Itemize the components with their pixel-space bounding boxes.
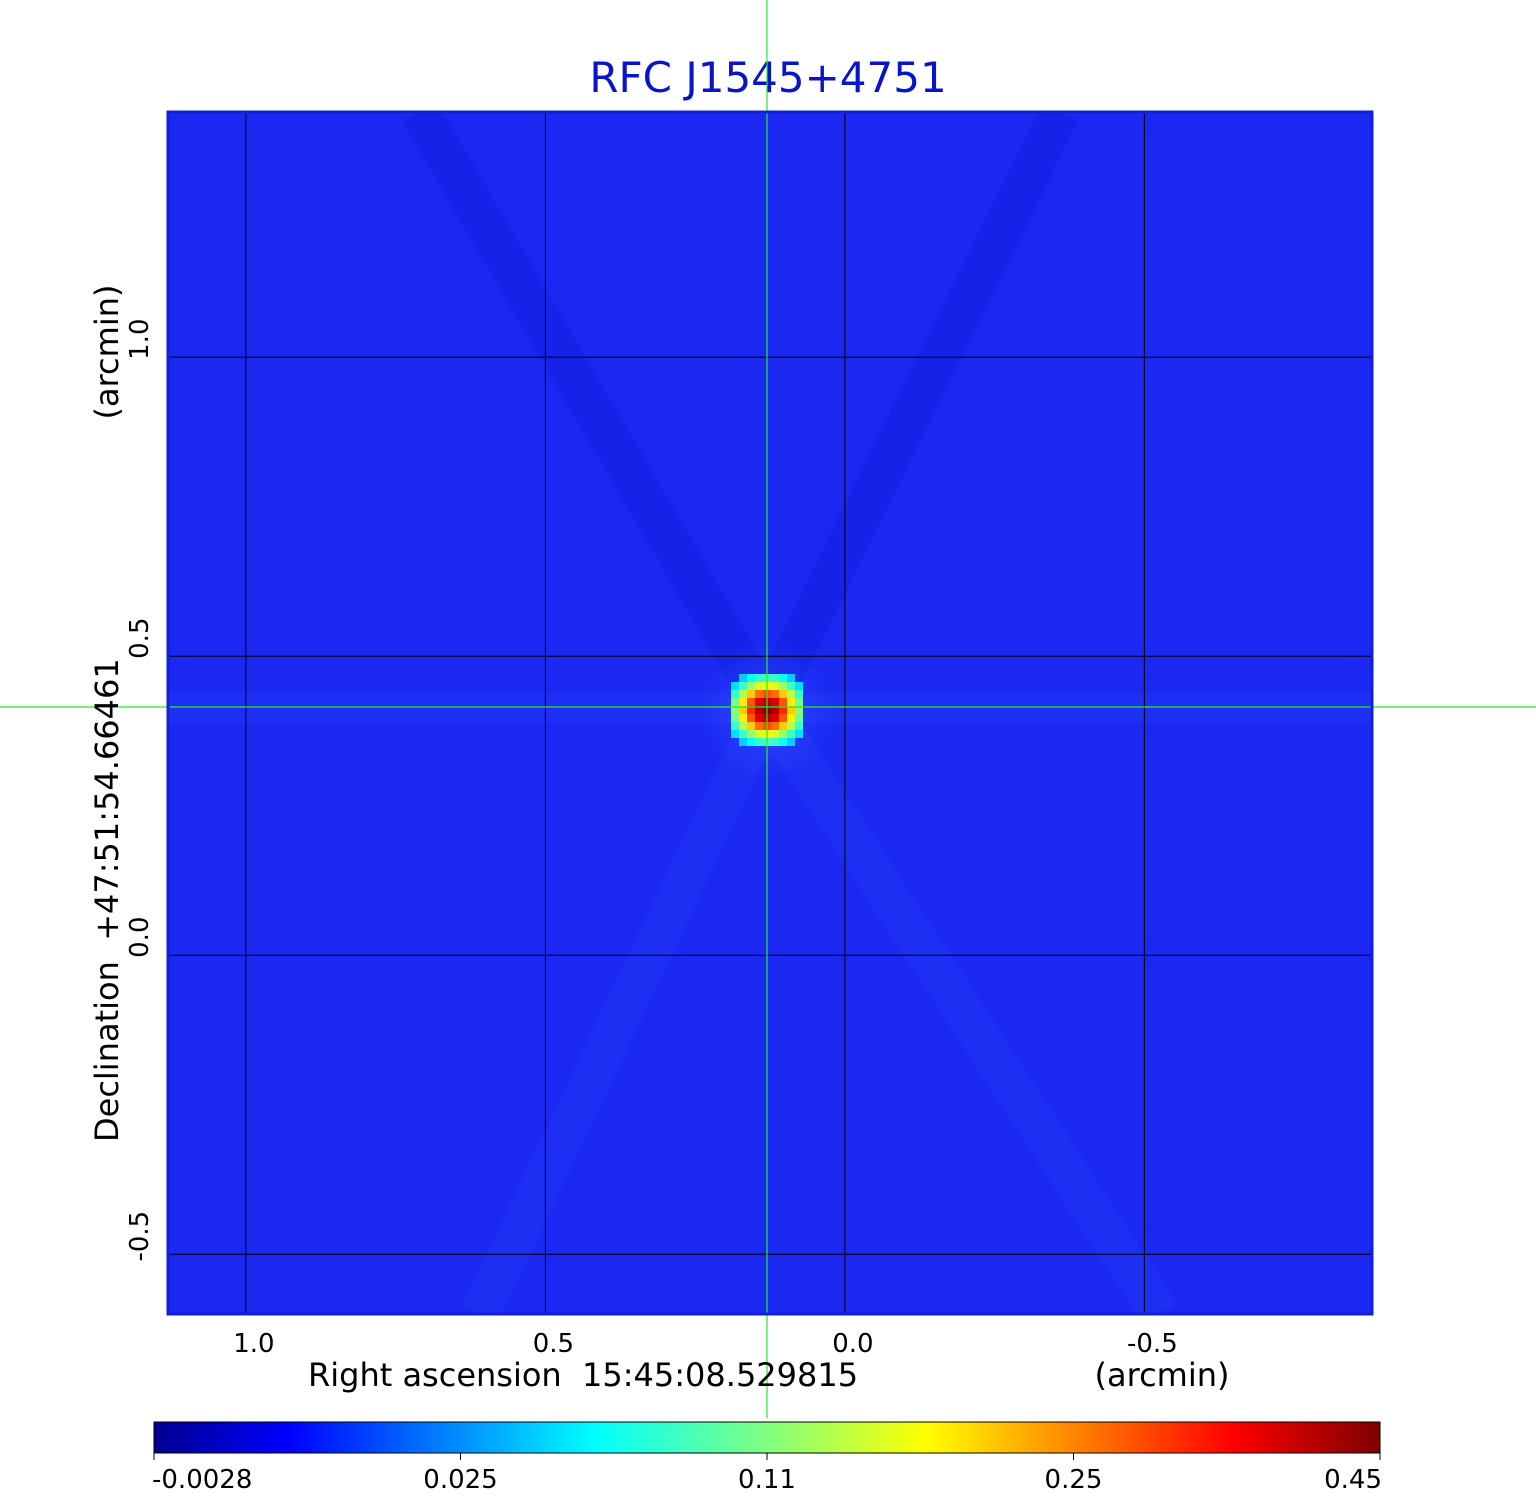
source-pixel — [747, 714, 756, 723]
source-pixel — [771, 682, 780, 691]
source-pixel — [787, 682, 796, 691]
source-pixel — [787, 730, 796, 739]
source-pixel — [731, 730, 740, 739]
y-tick-label: 0.0 — [125, 917, 155, 958]
source-pixel — [779, 730, 788, 739]
x-tick-label: 0.5 — [533, 1329, 574, 1359]
source-pixel — [779, 698, 788, 707]
colorbar-tick-label: 0.025 — [423, 1465, 497, 1495]
source-pixel — [771, 690, 780, 699]
source-pixel — [739, 690, 748, 699]
colorbar-ticks: -0.0028 0.025 0.11 0.25 0.45 — [152, 1453, 1382, 1495]
source-pixel — [747, 722, 756, 731]
source-pixel — [731, 706, 740, 715]
source-pixel — [787, 698, 796, 707]
source-pixel — [771, 730, 780, 739]
source-pixel — [731, 690, 740, 699]
source-pixel — [747, 738, 756, 747]
source-pixel — [755, 698, 764, 707]
source-pixel — [739, 682, 748, 691]
source-pixel — [739, 674, 748, 683]
source-pixel — [739, 698, 748, 707]
source-pixel — [787, 722, 796, 731]
x-axis-title: Right ascension 15:45:08.529815 — [308, 1356, 858, 1394]
chart-title: RFC J1545+4751 — [589, 53, 946, 102]
source-pixel — [771, 706, 780, 715]
source-pixel — [731, 698, 740, 707]
source-pixel — [755, 722, 764, 731]
source-pixel — [779, 738, 788, 747]
source-pixel — [739, 738, 748, 747]
x-tick-label: -0.5 — [1127, 1329, 1178, 1359]
colorbar-tick-label: 0.11 — [738, 1465, 796, 1495]
x-tick-label: 1.0 — [233, 1329, 274, 1359]
source-pixel — [747, 674, 756, 683]
colorbar-tick-label: 0.25 — [1045, 1465, 1103, 1495]
source-pixel — [795, 682, 804, 691]
source-pixel — [747, 682, 756, 691]
source-pixel — [755, 674, 764, 683]
source-pixel — [779, 714, 788, 723]
source-pixel — [771, 722, 780, 731]
sidelobe-pattern — [168, 112, 1372, 1314]
y-tick-label: 0.5 — [125, 618, 155, 659]
y-axis-title: Declination +47:51:54.66461 — [88, 658, 126, 1142]
source-pixel — [779, 690, 788, 699]
colorbar-tick-label: 0.45 — [1324, 1465, 1382, 1495]
source-pixel — [739, 730, 748, 739]
source-pixel — [755, 706, 764, 715]
source-pixel — [779, 674, 788, 683]
source-pixel — [795, 690, 804, 699]
source-pixel — [747, 698, 756, 707]
source-pixel — [787, 714, 796, 723]
colorbar-gradient — [153, 1421, 1381, 1454]
source-pixel — [771, 698, 780, 707]
source-pixel — [755, 738, 764, 747]
y-tick-label: 1.0 — [125, 319, 155, 360]
y-tick-labels: 1.0 0.5 0.0 -0.5 — [125, 319, 155, 1262]
source-pixel — [731, 714, 740, 723]
source-pixel — [779, 682, 788, 691]
source-pixel — [795, 722, 804, 731]
source-pixel — [795, 730, 804, 739]
source-pixel — [779, 722, 788, 731]
crosshair — [0, 0, 1536, 1418]
source-pixel — [731, 682, 740, 691]
source-pixel — [755, 714, 764, 723]
source-pixel — [779, 706, 788, 715]
y-axis-unit: (arcmin) — [88, 285, 126, 420]
source-pixel — [739, 706, 748, 715]
source-pixel — [755, 690, 764, 699]
source-pixel — [755, 682, 764, 691]
source-pixel — [739, 714, 748, 723]
source-pixel — [795, 714, 804, 723]
source-pixel — [755, 730, 764, 739]
x-tick-label: 0.0 — [832, 1329, 873, 1359]
source-pixel — [787, 674, 796, 683]
source-pixel — [787, 738, 796, 747]
source-pixel — [771, 674, 780, 683]
source-pixel — [747, 706, 756, 715]
y-tick-label: -0.5 — [125, 1211, 155, 1262]
source-pixel — [739, 722, 748, 731]
source-pixel — [795, 698, 804, 707]
source-pixel — [731, 722, 740, 731]
source-pixel — [787, 706, 796, 715]
x-tick-labels: 1.0 0.5 0.0 -0.5 — [233, 1329, 1178, 1359]
colorbar: -0.0028 0.025 0.11 0.25 0.45 — [152, 1421, 1382, 1495]
source-pixel — [771, 714, 780, 723]
source-pixel — [787, 690, 796, 699]
plot-frame — [166, 110, 1374, 1316]
plot-area — [0, 0, 1536, 1418]
x-axis-unit: (arcmin) — [1095, 1356, 1230, 1394]
colorbar-tick-label: -0.0028 — [152, 1465, 252, 1495]
source-pixel — [771, 738, 780, 747]
source-pixel — [747, 690, 756, 699]
source-pixel — [747, 730, 756, 739]
grid-lines — [168, 112, 1372, 1314]
source-pixel — [795, 706, 804, 715]
